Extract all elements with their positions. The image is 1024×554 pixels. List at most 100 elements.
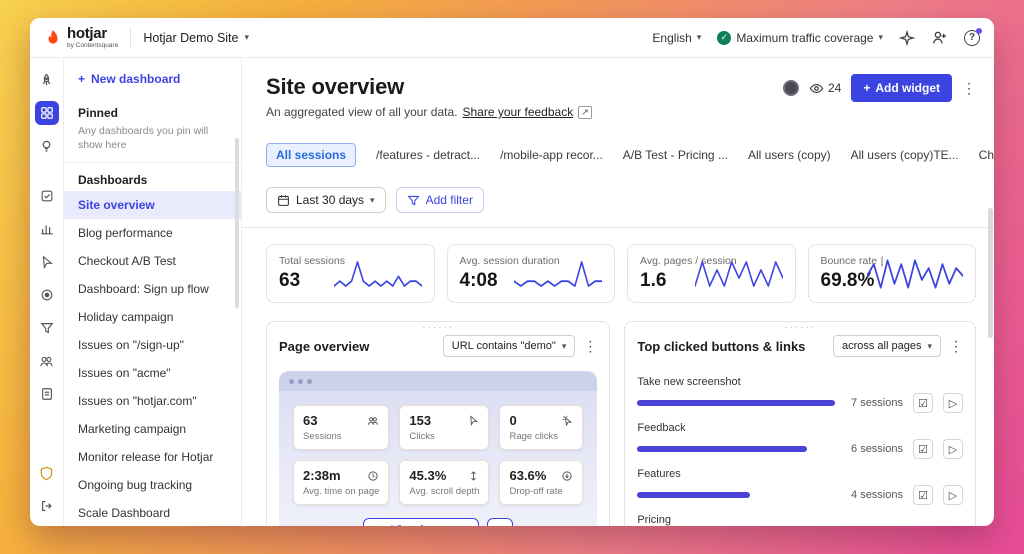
scrollbar-thumb[interactable] (988, 208, 993, 338)
stat-card-pages-per-session: Avg. pages / session 1.6 (627, 244, 796, 303)
surveys-icon[interactable] (35, 382, 59, 406)
sidebar-item-scale-dashboard[interactable]: Scale Dashboard (78, 506, 171, 521)
pages-scope-dropdown[interactable]: across all pages ▾ (832, 335, 941, 357)
invite-user-icon[interactable] (931, 29, 948, 46)
page-kebab-menu-icon[interactable]: ⋮ (962, 80, 976, 96)
traffic-coverage-selector[interactable]: ✓ Maximum traffic coverage ▾ (717, 30, 883, 45)
metric-tile-scroll-depth: 45.3% Avg. scroll depth (399, 460, 490, 505)
language-selector[interactable]: English ▾ (652, 31, 701, 45)
sidebar-item-marketing-campaign[interactable]: Marketing campaign (78, 422, 187, 437)
sidebar-item-site-overview[interactable]: Site overview (64, 191, 241, 220)
metric-tile-clicks: 153 Clicks (399, 405, 490, 450)
stat-value: 1.6 (640, 270, 667, 291)
segment-chip-all-users-copy-te[interactable]: All users (copy)TE... (850, 148, 959, 162)
top-clicked-list: Take new screenshot 7 sessions ☑ ▷ Feedb… (625, 365, 975, 526)
sidebar-item-monitor-release[interactable]: Monitor release for Hotjar (78, 450, 214, 465)
segment-chip-all-users-copy[interactable]: All users (copy) (747, 148, 831, 162)
browser-dot-icon (289, 378, 294, 384)
sidebar-scrollbar[interactable] (235, 138, 239, 308)
share-feedback-link[interactable]: Share your feedback (462, 105, 574, 119)
interviews-icon[interactable] (35, 349, 59, 373)
view-details-icon-button[interactable]: ☑ (913, 485, 933, 505)
add-filter-button[interactable]: Add filter (395, 187, 484, 213)
site-selector-label: Hotjar Demo Site (143, 30, 239, 45)
page-title: Site overview (266, 74, 405, 99)
view-details-icon-button[interactable]: ☑ (913, 393, 933, 413)
avatar-icon[interactable] (782, 80, 799, 96)
recordings-icon[interactable] (35, 283, 59, 307)
dashboards-icon[interactable] (34, 101, 59, 125)
widget-drag-handle[interactable]: ······ (422, 322, 455, 333)
calendar-icon (278, 194, 289, 206)
stats-row: Total sessions 63 Avg. session duration … (266, 244, 976, 303)
play-recordings-icon-button[interactable]: ▷ (943, 439, 963, 459)
sidebar-item-signup-flow[interactable]: Dashboard: Sign up flow (78, 282, 209, 297)
sidebar-item-ongoing-bug-tracking[interactable]: Ongoing bug tracking (78, 478, 193, 493)
widget-drag-handle[interactable]: ······ (784, 322, 817, 333)
filter-icon (407, 195, 420, 205)
sidebar-item-holiday-campaign[interactable]: Holiday campaign (78, 310, 174, 325)
external-link-icon: ↗ (578, 105, 592, 119)
new-dashboard-button[interactable]: + New dashboard (64, 70, 194, 96)
view-heatmap-button[interactable]: ◎ View heatmap (362, 518, 480, 526)
add-widget-button[interactable]: + Add widget (851, 74, 952, 102)
play-recordings-button[interactable]: ▷ (487, 518, 514, 527)
getting-started-icon[interactable] (35, 68, 59, 92)
add-widget-label: Add widget (875, 81, 940, 95)
clicked-element-label: Feedback (637, 422, 686, 434)
metric-value: 45.3% (409, 468, 447, 483)
sessions-count: 7 sessions (851, 397, 903, 409)
sidebar-item-checkout-ab-test[interactable]: Checkout A/B Test (78, 254, 176, 269)
site-selector[interactable]: Hotjar Demo Site ▾ (143, 31, 249, 45)
segment-chip-all-sessions[interactable]: All sessions (266, 143, 357, 167)
date-range-selector[interactable]: Last 30 days ▾ (266, 187, 386, 213)
admin-shield-icon[interactable] (35, 461, 59, 485)
info-icon[interactable]: i (881, 255, 883, 267)
heatmap-target-icon: ◎ (375, 524, 385, 526)
view-details-icon-button[interactable]: ☑ (913, 439, 933, 459)
segment-chip-features[interactable]: /features - detract... (376, 148, 481, 162)
play-recordings-icon-button[interactable]: ▷ (943, 485, 963, 505)
sidebar-item-blog-performance[interactable]: Blog performance (78, 226, 173, 241)
help-icon[interactable]: ? (964, 27, 982, 46)
icon-rail (30, 58, 64, 526)
stat-card-bounce-rate: Bounce rate i 69.8% (807, 244, 976, 303)
play-icon: ▷ (496, 525, 504, 527)
topbar-divider (130, 27, 132, 48)
widget-kebab-menu-icon[interactable]: ⋮ (583, 338, 598, 354)
stat-label: Avg. pages / session (640, 255, 737, 267)
highlights-icon[interactable] (35, 184, 59, 208)
play-recordings-icon-button[interactable]: ▷ (943, 393, 963, 413)
stat-label: Total sessions (279, 255, 345, 267)
widget-kebab-menu-icon[interactable]: ⋮ (949, 338, 963, 354)
filters-bar: Last 30 days ▾ Add filter (266, 187, 976, 213)
segment-chip-mobile-app[interactable]: /mobile-app recor... (500, 148, 603, 162)
trends-icon[interactable] (35, 217, 59, 241)
browser-dot-icon (307, 378, 312, 384)
sidebar-item-issues-hotjar[interactable]: Issues on "hotjar.com" (78, 394, 197, 409)
sidebar-item-issues-signup[interactable]: Issues on "/sign-up" (78, 338, 184, 353)
cursor-icon (468, 415, 479, 426)
whats-new-icon[interactable] (899, 29, 915, 46)
widget-title: Page overview (279, 338, 370, 354)
sessions-count: 4 sessions (851, 489, 903, 501)
segment-chip-channel-1[interactable]: Channel 1 (X) (979, 148, 994, 162)
funnels-icon[interactable] (35, 316, 59, 340)
url-filter-dropdown[interactable]: URL contains "demo" ▾ (442, 335, 576, 357)
people-icon (367, 415, 379, 427)
views-count: 24 (827, 81, 842, 95)
sparkline-chart (514, 260, 602, 287)
browser-dot-icon (298, 378, 303, 384)
page-overview-widget: ······ Page overview URL contains "demo"… (266, 321, 611, 527)
stat-label: Avg. session duration (459, 255, 560, 267)
traffic-coverage-label: Maximum traffic coverage (736, 30, 874, 45)
sidebar-item-issues-acme[interactable]: Issues on "acme" (78, 366, 171, 381)
collapse-sidebar-icon[interactable] (35, 494, 59, 518)
segment-chip-ab-test-pricing[interactable]: A/B Test - Pricing ... (622, 148, 728, 162)
heatmaps-icon[interactable] (35, 250, 59, 274)
sessions-bar (637, 492, 751, 498)
topbar: hotjar by Contentsquare Hotjar Demo Site… (30, 18, 994, 58)
insights-icon[interactable] (35, 134, 59, 158)
pinned-hint: Any dashboards you pin will show here (64, 124, 241, 164)
